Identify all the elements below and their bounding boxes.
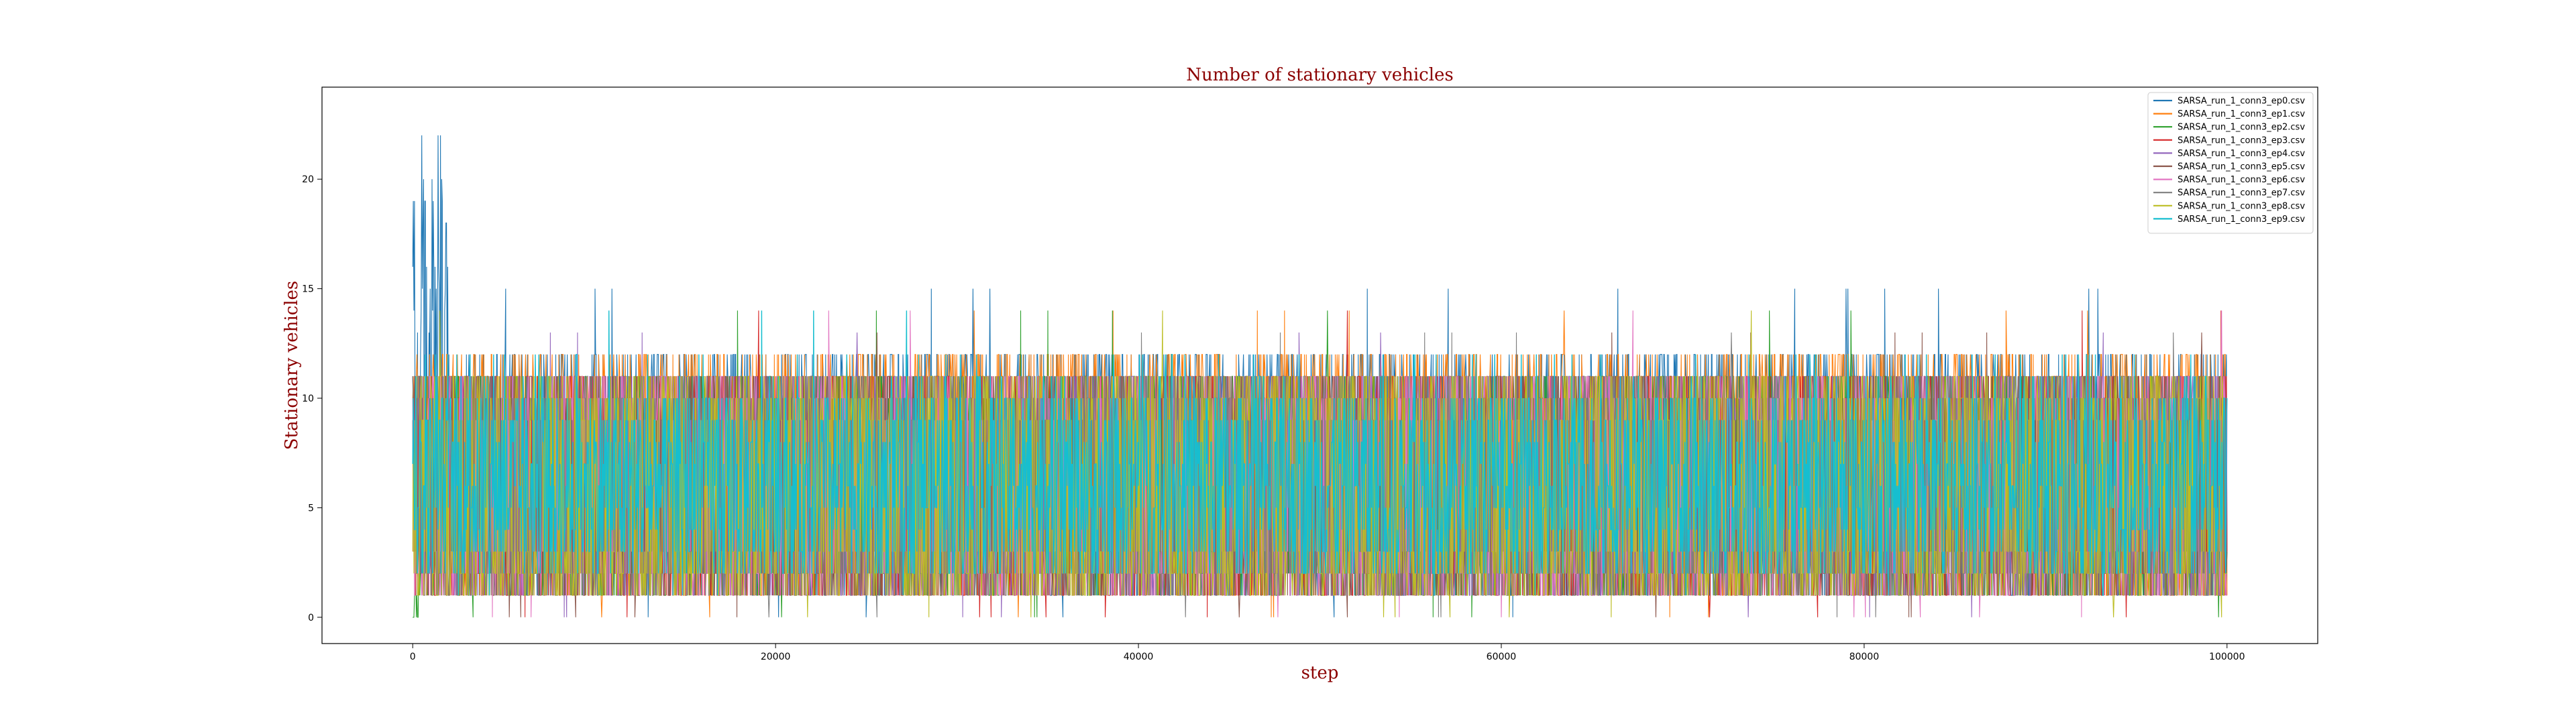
x-tick-label: 40000 [1124,652,1154,662]
x-tick-label: 20000 [761,652,791,662]
series-layer [412,135,2228,618]
legend-label-ep4: SARSA_run_1_conn3_ep4.csv [2178,149,2305,159]
legend-label-ep6: SARSA_run_1_conn3_ep6.csv [2178,175,2305,185]
legend-label-ep2: SARSA_run_1_conn3_ep2.csv [2178,123,2305,133]
y-tick-label: 15 [302,284,314,295]
legend-label-ep0: SARSA_run_1_conn3_ep0.csv [2178,97,2305,107]
legend-box [2147,92,2314,234]
legend-label-ep3: SARSA_run_1_conn3_ep3.csv [2178,135,2305,145]
x-axis-label: step [1301,663,1339,683]
legend-label-ep8: SARSA_run_1_conn3_ep8.csv [2178,201,2305,211]
ticks-layer: 0 20000 40000 60000 80000 100000 0 5 10 15 20 [302,174,2245,662]
y-tick-label: 0 [308,613,314,623]
plot-area-frame [321,86,2318,644]
y-axis-label: Stationary vehicles [282,281,302,450]
chart-title: Number of stationary vehicles [1186,65,1454,85]
x-tick-label: 100000 [2209,652,2245,662]
series-line-ep9 [412,310,2228,596]
legend-label-ep1: SARSA_run_1_conn3_ep1.csv [2178,109,2305,119]
legend-label-ep5: SARSA_run_1_conn3_ep5.csv [2178,162,2305,172]
x-tick-label: 60000 [1487,652,1517,662]
series-line-ep8 [412,310,2227,617]
y-tick-label: 5 [308,503,314,514]
x-tick-label: 80000 [1849,652,1880,662]
legend-label-ep7: SARSA_run_1_conn3_ep7.csv [2178,188,2305,198]
legend-label-ep9: SARSA_run_1_conn3_ep9.csv [2178,215,2305,225]
x-tick-label: 0 [410,652,416,662]
y-tick-label: 20 [302,174,314,185]
y-tick-label: 10 [302,394,314,404]
legend: SARSA_run_1_conn3_ep0.csv SARSA_run_1_con… [2147,92,2314,234]
